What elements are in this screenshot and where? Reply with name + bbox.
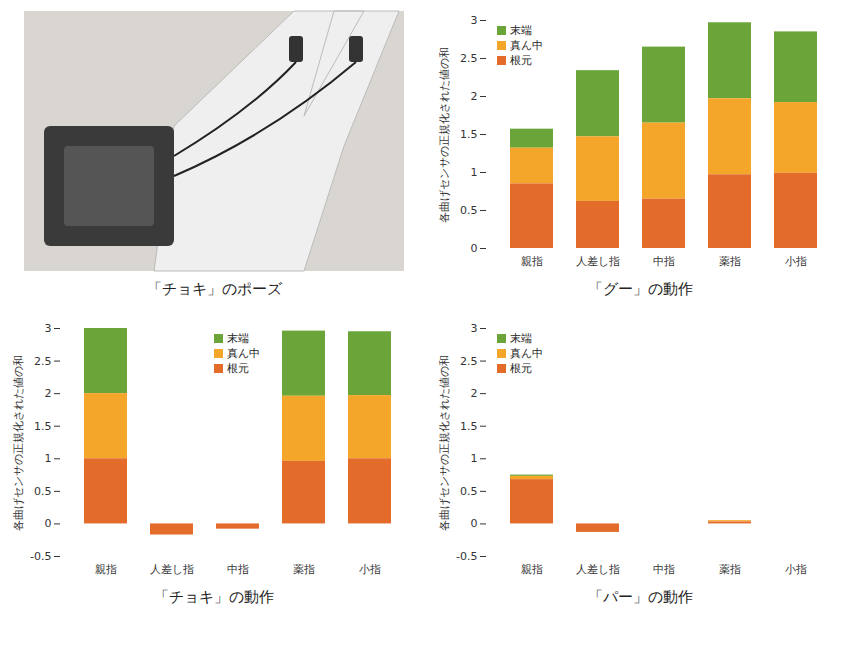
svg-text:1: 1 [471, 166, 478, 179]
svg-text:人差し指: 人差し指 [576, 255, 620, 268]
svg-text:2: 2 [45, 387, 52, 400]
svg-text:小指: 小指 [359, 563, 381, 576]
svg-text:0.5: 0.5 [34, 485, 52, 498]
svg-text:小指: 小指 [785, 563, 807, 576]
svg-text:3: 3 [45, 322, 52, 335]
svg-text:1.5: 1.5 [460, 420, 478, 433]
html-text:真ん中: 真ん中 [510, 347, 543, 360]
html-text:「チョキ」のポーズ: 「チョキ」のポーズ [146, 280, 282, 298]
svg-text:人差し指: 人差し指 [576, 563, 620, 576]
html-text:「パー」の動作: 「パー」の動作 [587, 588, 693, 606]
svg-text:親指: 親指 [521, 255, 543, 268]
svg-text:3: 3 [471, 14, 478, 27]
svg-text:0: 0 [45, 517, 52, 530]
svg-text:各曲げセンサの正規化された値の和: 各曲げセンサの正規化された値の和 [438, 47, 451, 223]
html-text:「グー」の動作: 「グー」の動作 [587, 280, 693, 298]
svg-text:薬指: 薬指 [719, 563, 741, 576]
html-text:「チョキ」の動作: 「チョキ」の動作 [154, 588, 274, 606]
html-text:末端: 末端 [227, 332, 249, 345]
svg-text:親指: 親指 [95, 563, 117, 576]
svg-text:-0.5: -0.5 [30, 550, 51, 563]
svg-text:1.5: 1.5 [34, 420, 52, 433]
html-text:真ん中: 真ん中 [510, 39, 543, 52]
svg-text:2.5: 2.5 [460, 355, 478, 368]
svg-text:3: 3 [471, 322, 478, 335]
svg-text:各曲げセンサの正規化された値の和: 各曲げセンサの正規化された値の和 [438, 355, 451, 531]
svg-text:2.5: 2.5 [460, 52, 478, 65]
html-text:根元: 根元 [510, 54, 532, 67]
svg-text:薬指: 薬指 [719, 255, 741, 268]
svg-text:1: 1 [471, 452, 478, 465]
svg-text:-0.5: -0.5 [456, 550, 477, 563]
svg-text:中指: 中指 [227, 563, 249, 576]
svg-text:薬指: 薬指 [293, 563, 315, 576]
svg-text:0: 0 [471, 517, 478, 530]
svg-text:0: 0 [471, 242, 478, 255]
html-text:末端: 末端 [510, 332, 532, 345]
html-text:末端: 末端 [510, 24, 532, 37]
svg-text:親指: 親指 [521, 563, 543, 576]
svg-text:2: 2 [471, 387, 478, 400]
svg-text:中指: 中指 [653, 563, 675, 576]
svg-text:0.5: 0.5 [460, 485, 478, 498]
svg-text:0.5: 0.5 [460, 204, 478, 217]
svg-text:2: 2 [471, 90, 478, 103]
svg-text:人差し指: 人差し指 [150, 563, 194, 576]
svg-text:各曲げセンサの正規化された値の和: 各曲げセンサの正規化された値の和 [12, 355, 25, 531]
svg-text:1: 1 [45, 452, 52, 465]
svg-text:中指: 中指 [653, 255, 675, 268]
html-text:真ん中: 真ん中 [227, 347, 260, 360]
svg-text:2.5: 2.5 [34, 355, 52, 368]
svg-text:1.5: 1.5 [460, 128, 478, 141]
html-text:根元: 根元 [510, 362, 532, 375]
svg-text:小指: 小指 [785, 255, 807, 268]
html-text:根元: 根元 [227, 362, 249, 375]
